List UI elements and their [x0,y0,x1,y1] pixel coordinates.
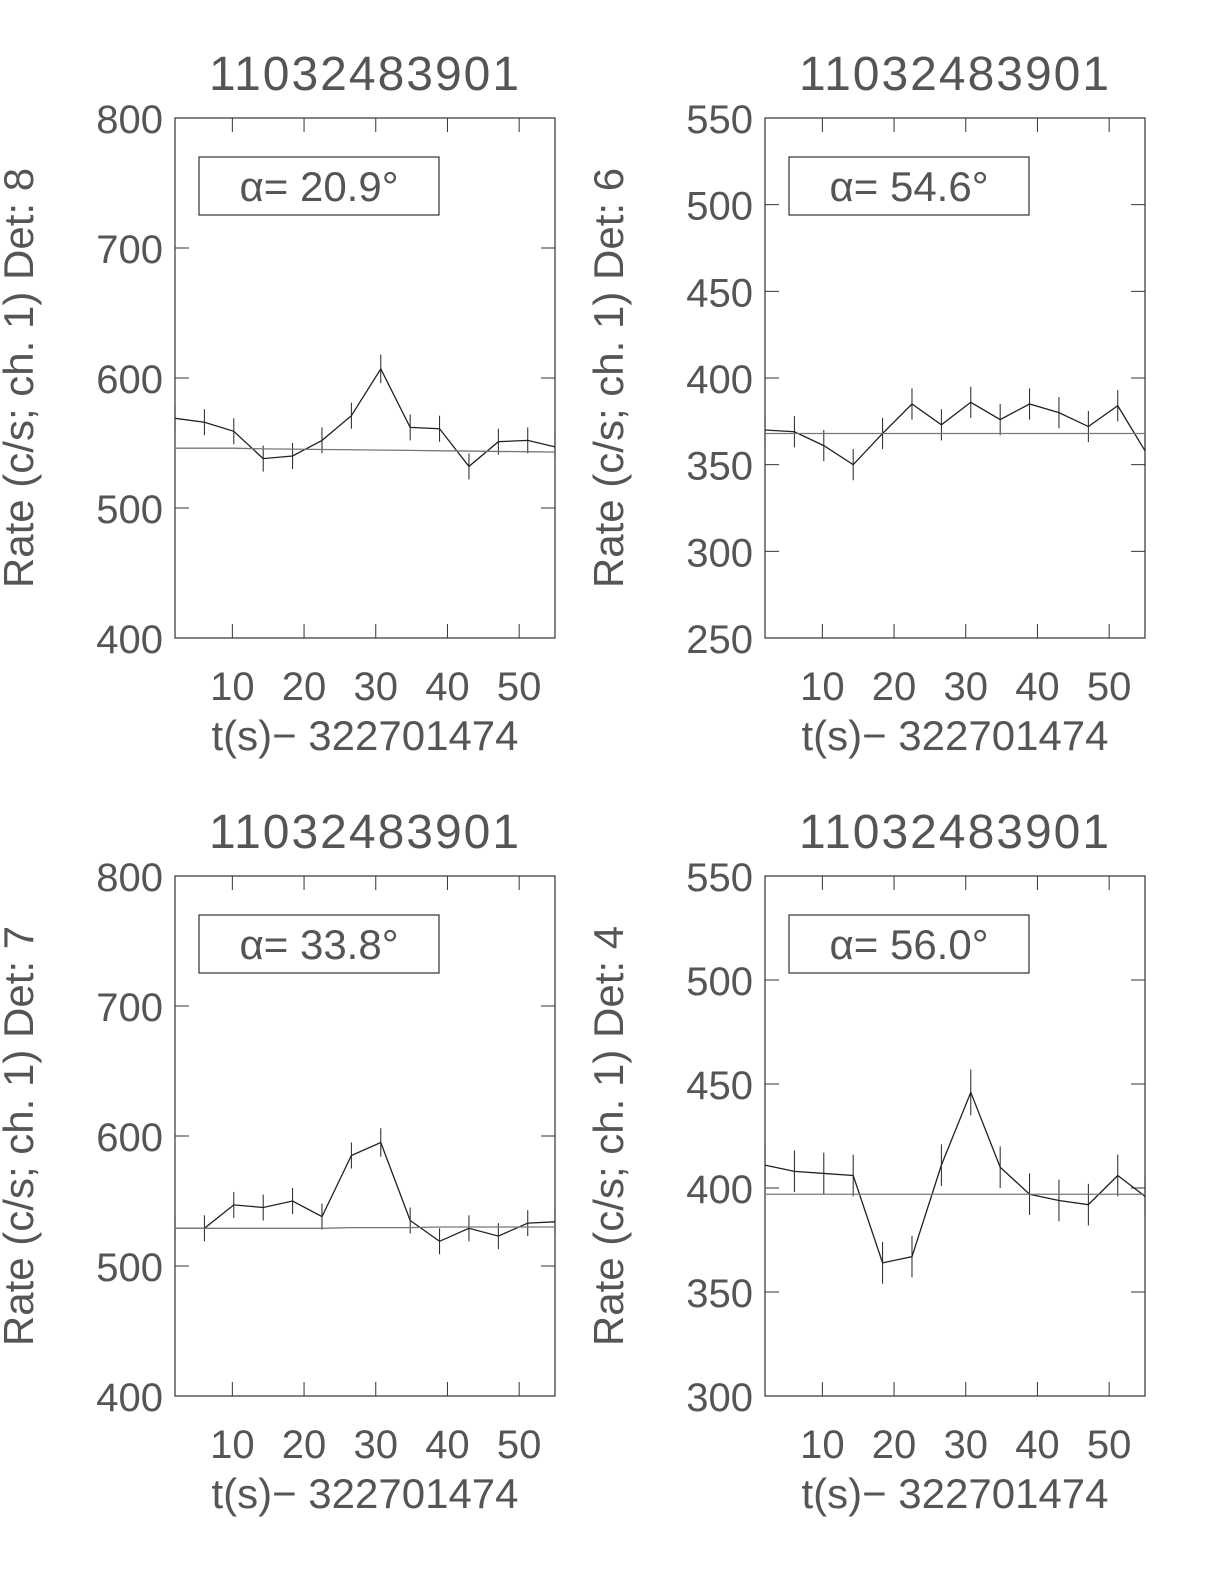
data-line [174,367,556,468]
x-axis-label: t(s)− 322701474 [801,1470,1108,1517]
y-tick-label: 550 [686,98,753,142]
x-tick-label: 10 [210,1423,255,1467]
annotation-box [788,156,1030,216]
x-tick-label: 40 [1015,665,1060,709]
x-tick-label: 20 [872,665,917,709]
y-tick-label: 550 [686,856,753,900]
annotation: α= 33.8° [239,921,398,968]
x-tick-label: 10 [210,665,255,709]
x-tick-label: 30 [944,1423,989,1467]
x-tick-label: 30 [354,1423,399,1467]
y-tick-label: 400 [686,1168,753,1212]
y-tick-label: 700 [96,986,163,1030]
y-tick-label: 500 [96,488,163,532]
data-line [764,1090,1146,1264]
annotation-box [198,914,440,974]
y-tick-label: 250 [686,618,753,662]
y-axis-label: Rate (c/s; ch. 1) Det: 6 [585,168,632,588]
model-line [175,447,556,453]
y-tick-label: 600 [96,358,163,402]
x-tick-label: 20 [872,1423,917,1467]
chart-title: 11032483901 [209,806,521,859]
y-tick-label: 400 [96,1376,163,1420]
chart-title: 11032483901 [799,48,1111,101]
y-tick-label: 450 [686,271,753,315]
y-tick-label: 400 [686,358,753,402]
plot-frame [764,875,1146,1397]
y-tick-label: 800 [96,98,163,142]
chart-title: 11032483901 [209,48,521,101]
y-tick-label: 350 [686,1272,753,1316]
y-tick-label: 400 [96,618,163,662]
y-tick-label: 500 [686,185,753,229]
x-tick-label: 50 [1087,1423,1132,1467]
y-tick-label: 300 [686,531,753,575]
y-tick-label: 350 [686,445,753,489]
data-line [764,401,1146,466]
x-axis-label: t(s)− 322701474 [211,712,518,759]
x-tick-label: 30 [354,665,399,709]
x-tick-label: 30 [944,665,989,709]
y-axis-label: Rate (c/s; ch. 1) Det: 8 [0,168,42,588]
x-tick-label: 40 [425,1423,470,1467]
y-tick-label: 600 [96,1116,163,1160]
annotation: α= 20.9° [239,163,398,210]
x-tick-label: 40 [425,665,470,709]
y-tick-label: 450 [686,1064,753,1108]
annotation: α= 54.6° [829,163,988,210]
y-tick-label: 500 [686,960,753,1004]
x-axis-label: t(s)− 322701474 [801,712,1108,759]
x-tick-label: 10 [800,1423,845,1467]
x-tick-label: 50 [497,665,542,709]
y-tick-label: 500 [96,1246,163,1290]
y-tick-label: 800 [96,856,163,900]
model-line [175,1226,555,1229]
y-tick-label: 300 [686,1376,753,1420]
y-axis-label: Rate (c/s; ch. 1) Det: 7 [0,926,42,1346]
annotation-box [198,156,440,216]
annotation-box [788,914,1030,974]
x-tick-label: 20 [282,1423,327,1467]
x-tick-label: 50 [1087,665,1132,709]
x-tick-label: 20 [282,665,327,709]
x-axis-label: t(s)− 322701474 [211,1470,518,1517]
data-line [175,1141,556,1243]
x-tick-label: 10 [800,665,845,709]
x-tick-label: 50 [497,1423,542,1467]
annotation: α= 56.0° [829,921,988,968]
y-axis-label: Rate (c/s; ch. 1) Det: 4 [585,926,632,1346]
chart-title: 11032483901 [799,806,1111,859]
x-tick-label: 40 [1015,1423,1060,1467]
y-tick-label: 700 [96,228,163,272]
